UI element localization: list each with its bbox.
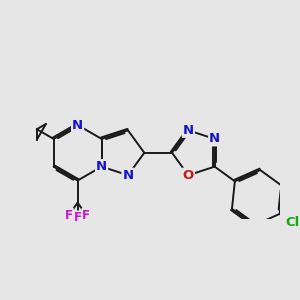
Text: F: F: [74, 212, 82, 224]
Text: N: N: [72, 118, 83, 132]
Text: Cl: Cl: [285, 216, 299, 229]
Text: N: N: [183, 124, 194, 137]
Text: N: N: [122, 169, 134, 182]
Text: F: F: [82, 209, 90, 222]
Text: F: F: [65, 209, 73, 222]
Text: N: N: [96, 160, 107, 173]
Text: O: O: [183, 169, 194, 182]
Text: N: N: [209, 132, 220, 146]
